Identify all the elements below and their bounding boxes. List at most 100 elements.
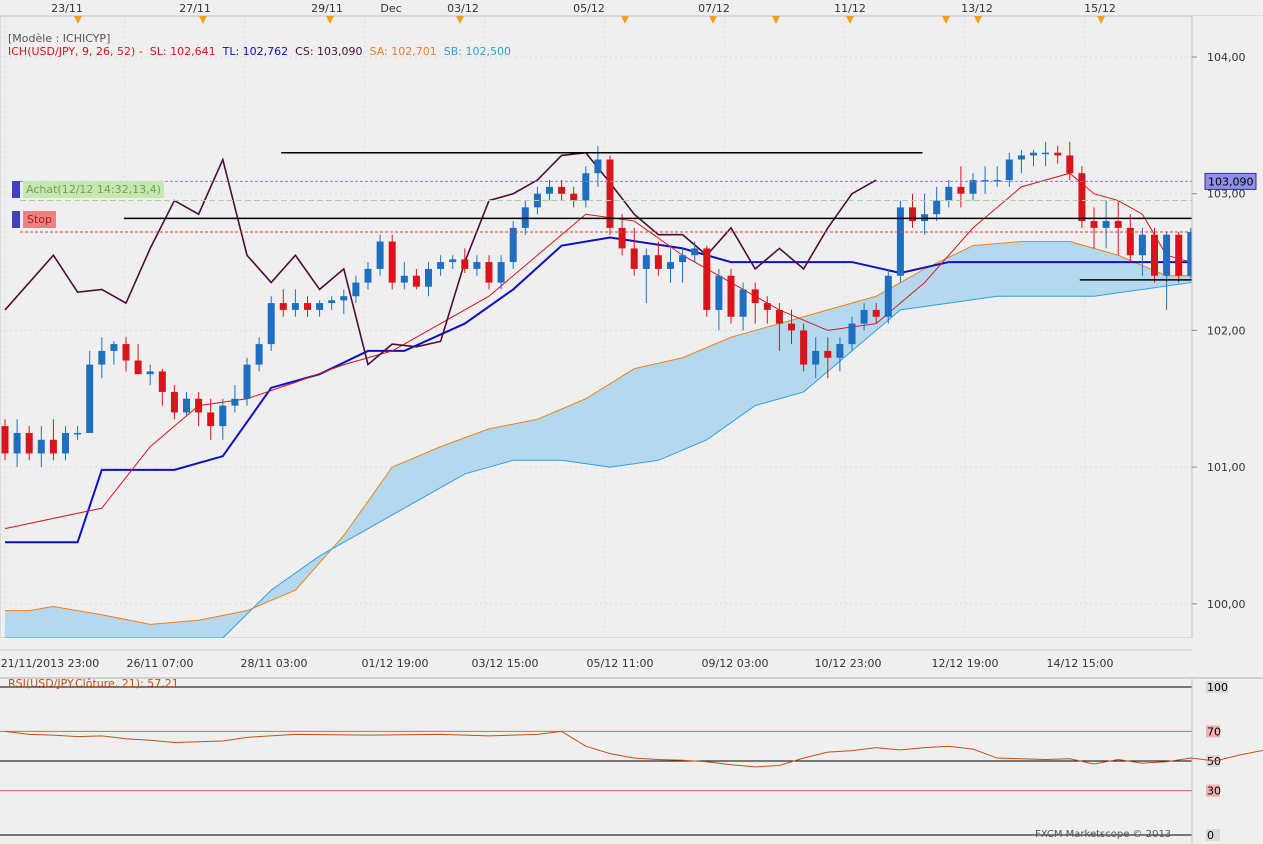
event-marker-icon xyxy=(942,16,950,24)
main-plot-area xyxy=(0,15,1193,639)
candle xyxy=(49,419,57,461)
candle-body xyxy=(642,255,650,269)
candle-body xyxy=(546,186,553,194)
candle xyxy=(74,426,82,440)
candle-body xyxy=(1017,155,1025,160)
candle-body xyxy=(788,323,795,331)
current-price-badge xyxy=(1204,172,1257,190)
candle-body xyxy=(993,180,1001,182)
candle-body xyxy=(1090,221,1098,228)
ichimoku-sl: SL: 102,641 xyxy=(149,45,216,58)
rsi-line xyxy=(4,730,1263,768)
top-date-label: 23/11 xyxy=(51,2,83,15)
candle xyxy=(630,227,638,276)
candle-body xyxy=(461,259,469,269)
ichimoku-tl: TL: 102,762 xyxy=(222,45,289,58)
candle xyxy=(340,289,348,315)
candle xyxy=(896,200,904,283)
candle xyxy=(558,180,566,201)
candle xyxy=(364,262,372,290)
candle-body xyxy=(775,309,783,324)
candle-body xyxy=(243,364,251,399)
candle-body xyxy=(618,227,626,249)
candle-body xyxy=(1005,159,1013,181)
candle-body xyxy=(509,227,517,263)
candle-body xyxy=(763,303,771,310)
candle-body xyxy=(1151,234,1158,276)
candle-body xyxy=(715,275,723,310)
candle xyxy=(1042,141,1050,167)
time-tick-label: 09/12 03:00 xyxy=(702,657,769,670)
top-date-label: 03/12 xyxy=(447,2,479,15)
candle xyxy=(788,309,795,345)
ichimoku-legend: ICH(USD/JPY, 9, 26, 52) - SL: 102,641 TL… xyxy=(8,45,511,58)
stop-order-label[interactable]: Stop xyxy=(23,211,57,228)
candle xyxy=(497,255,505,290)
candle-body xyxy=(473,262,481,269)
event-marker-icon xyxy=(846,16,854,24)
candle-body xyxy=(158,371,166,392)
rsi-tick-label: 0 xyxy=(1207,829,1214,842)
candle xyxy=(25,426,33,461)
price-tick-label: 102,00 xyxy=(1207,324,1246,337)
candle-body xyxy=(1175,234,1183,276)
model-label: [Modèle : ICHICYP] xyxy=(8,32,111,45)
candle-body xyxy=(388,241,396,283)
stop-order-handle[interactable] xyxy=(12,211,20,228)
candle-body xyxy=(219,405,227,427)
candle xyxy=(122,337,130,372)
candle-body xyxy=(122,344,130,361)
candle xyxy=(219,398,227,440)
candle-body xyxy=(570,193,578,201)
candle xyxy=(763,296,771,324)
candle xyxy=(570,186,578,208)
candle-body xyxy=(812,350,820,365)
rsi-tick-label: 30 xyxy=(1207,785,1221,798)
candle xyxy=(195,391,203,427)
candle-body xyxy=(134,360,142,375)
candle-body xyxy=(1054,152,1062,156)
chikou-span-line xyxy=(4,151,877,367)
candle xyxy=(509,221,517,269)
candle-body xyxy=(896,207,904,276)
candle-body xyxy=(1102,221,1110,228)
candle-body xyxy=(751,289,759,304)
rsi-title: RSI(USD/JPY.Clôture, 21): 57,21 xyxy=(8,677,179,690)
candle xyxy=(158,368,166,406)
candle-body xyxy=(304,303,311,310)
time-tick-label: 10/12 23:00 xyxy=(815,657,882,670)
buy-order-handle[interactable] xyxy=(12,181,20,198)
event-marker-icon xyxy=(709,16,717,24)
candle xyxy=(1175,231,1183,283)
time-tick-label: 14/12 15:00 xyxy=(1047,657,1114,670)
candle-body xyxy=(74,432,82,435)
kijun-sen-line xyxy=(5,225,1263,544)
top-date-label: 15/12 xyxy=(1084,2,1116,15)
candle-body xyxy=(860,309,868,324)
buy-order-label[interactable]: Achat(12/12 14:32,13,4) xyxy=(23,181,164,198)
candle xyxy=(328,296,336,310)
candle xyxy=(836,337,844,372)
candle xyxy=(352,275,360,304)
candle xyxy=(425,262,432,297)
candle-body xyxy=(37,439,45,454)
candle-body xyxy=(1114,221,1122,228)
candle xyxy=(449,255,457,269)
candle-body xyxy=(933,200,941,215)
candle-body xyxy=(437,262,445,269)
candle xyxy=(1090,207,1098,249)
candle-body xyxy=(497,262,505,283)
event-marker-icon xyxy=(772,16,780,24)
candle-body xyxy=(183,398,190,413)
candle xyxy=(933,186,941,222)
candle-body xyxy=(1030,152,1037,156)
candle-body xyxy=(13,432,21,454)
time-tick-label: 28/11 03:00 xyxy=(241,657,308,670)
candle xyxy=(437,255,445,276)
candle xyxy=(485,255,493,290)
candle xyxy=(1054,145,1062,164)
top-axis-band xyxy=(0,0,1263,16)
candle xyxy=(824,337,832,379)
candle-body xyxy=(654,255,662,269)
